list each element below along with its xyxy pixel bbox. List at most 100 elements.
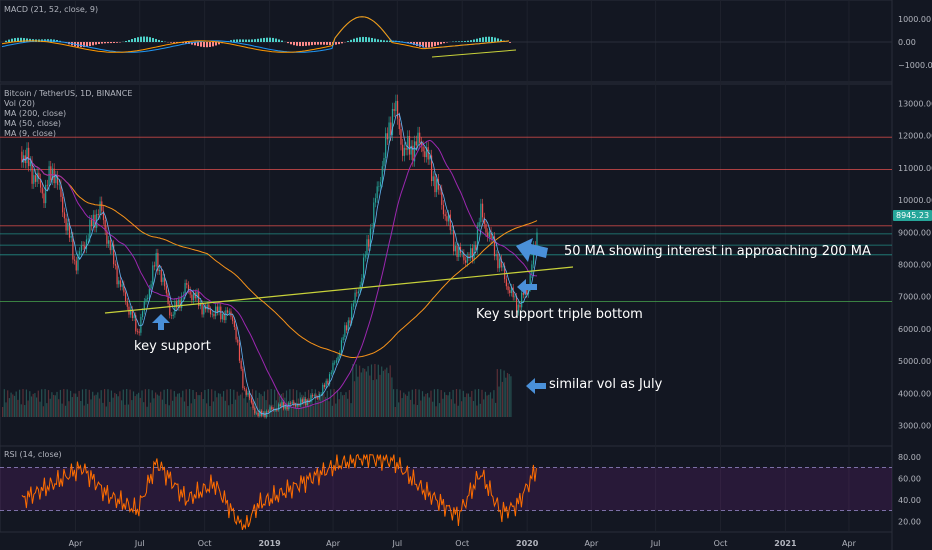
candle-body (515, 296, 518, 313)
volume-bar (93, 395, 95, 417)
candle-body (164, 277, 166, 287)
volume-bar (333, 389, 335, 417)
volume-bar (216, 397, 218, 417)
volume-bar (377, 364, 379, 417)
candle-body (425, 147, 428, 158)
macd-bar (266, 37, 268, 42)
volume-bar (357, 376, 359, 417)
volume-bar (455, 389, 458, 417)
volume-bar (369, 375, 371, 417)
volume-bar (435, 406, 437, 417)
candle-body (118, 280, 120, 285)
volume-bar (39, 401, 41, 417)
volume-bar (387, 373, 390, 417)
volume-bar (136, 394, 138, 417)
candle-body (43, 193, 45, 204)
candle-body (162, 277, 164, 282)
volume-bar (335, 403, 337, 417)
annotation-vol-note: similar vol as July (549, 377, 663, 392)
macd-bar (206, 42, 208, 48)
candle-body (174, 301, 176, 315)
candle-body (439, 189, 441, 191)
candle-body (158, 269, 161, 272)
macd-bar (353, 38, 355, 42)
macd-bar (98, 42, 100, 45)
candle-body (521, 292, 523, 308)
volume-bar (326, 390, 328, 417)
candle-body (130, 309, 132, 315)
volume-bar (207, 389, 209, 417)
candle-body (85, 239, 88, 250)
volume-bar (372, 380, 374, 417)
volume-bar (336, 389, 339, 417)
candle-body (150, 284, 152, 289)
macd-bar (500, 39, 502, 42)
volume-bar (364, 368, 366, 417)
candle-body (385, 133, 387, 158)
volume-bar (508, 374, 510, 417)
volume-bar (102, 402, 104, 417)
volume-bar (189, 389, 191, 417)
volume-bar (267, 389, 269, 417)
volume-bar (25, 389, 27, 417)
candle-body (483, 217, 485, 225)
macd-bar (125, 41, 127, 42)
volume-bar (452, 389, 454, 417)
candle-body (167, 293, 169, 305)
volume-bar (359, 365, 361, 417)
candle-body (70, 236, 72, 238)
macd-bar (482, 37, 484, 42)
volume-bar (488, 394, 490, 417)
candle-body (461, 253, 463, 254)
macd-bar (248, 39, 250, 42)
volume-bar (8, 398, 10, 417)
x-tick-label: Oct (198, 539, 212, 548)
candle-body (476, 226, 479, 250)
volume-bar (41, 389, 43, 417)
macd-bar (104, 42, 106, 44)
volume-bar (384, 369, 386, 417)
volume-bar (442, 398, 444, 417)
volume-bar (30, 396, 33, 417)
candle-body (281, 402, 283, 406)
candle-body (97, 214, 99, 215)
macd-bar (20, 37, 22, 42)
macd-bar (173, 42, 175, 43)
candle-body (157, 252, 159, 272)
x-tick-label: Jul (134, 539, 145, 548)
volume-bar (479, 403, 481, 417)
candle-body (196, 291, 198, 299)
candle-body (303, 398, 305, 403)
macd-line (1, 16, 510, 53)
macd-bar (197, 42, 199, 47)
volume-bar (308, 389, 310, 417)
macd-label: MACD (21, 52, close, 9) (4, 5, 99, 14)
volume-bar (19, 389, 21, 417)
macd-bar (152, 37, 154, 42)
candle-body (429, 155, 431, 160)
candle-body (262, 412, 264, 416)
x-tick-label: Apr (69, 539, 84, 548)
volume-bar (87, 403, 89, 417)
volume-bar (399, 390, 401, 417)
candle-body (420, 142, 422, 147)
macd-bar (347, 41, 349, 42)
candle-body (155, 252, 157, 267)
candle-body (181, 295, 183, 308)
volume-bar (5, 402, 7, 417)
macd-bar (128, 40, 130, 42)
volume-bar (109, 401, 111, 417)
volume-bar (139, 397, 141, 417)
candle-body (371, 227, 373, 229)
candle-body (383, 157, 385, 167)
candle-body (386, 133, 388, 140)
macd-trend-line (431, 49, 517, 58)
macd-line (1, 16, 510, 53)
price-tick-label: 4000.00 (898, 389, 931, 398)
macd-bar (83, 42, 85, 48)
candle-body (381, 166, 383, 183)
volume-bar (175, 396, 177, 417)
volume-bar (129, 389, 131, 417)
candle-body (247, 392, 249, 395)
